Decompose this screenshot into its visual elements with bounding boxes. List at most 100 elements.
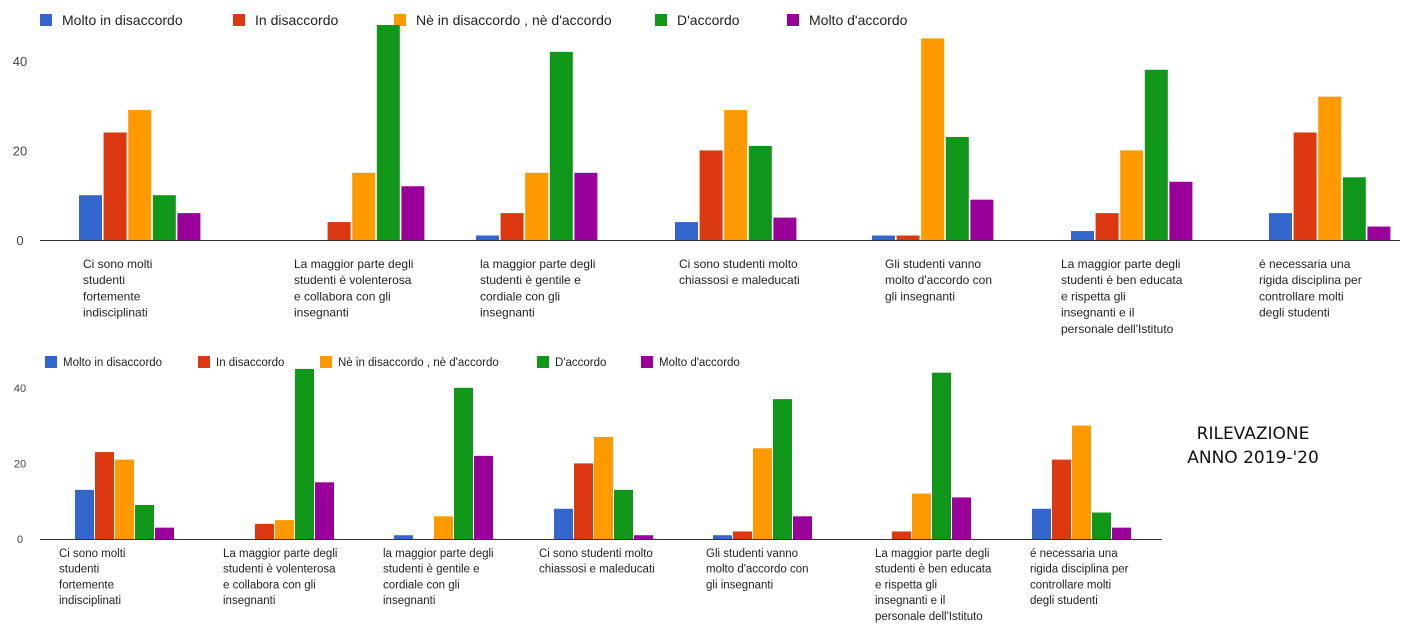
legend-label: Molto in disaccordo <box>63 357 162 369</box>
legend-swatch <box>537 356 549 368</box>
bar <box>1120 150 1144 240</box>
category-label: La maggior parte degli studenti è ben edu… <box>1061 257 1183 336</box>
bar <box>793 516 812 539</box>
bar <box>733 531 752 539</box>
bar <box>315 482 334 539</box>
bar <box>500 213 524 240</box>
bar <box>945 136 969 240</box>
bar <box>255 523 274 539</box>
y-tick-label: 40 <box>14 383 26 395</box>
legend-label: In disaccordo <box>255 12 338 28</box>
legend-label: D'accordo <box>677 12 740 28</box>
category-label: La maggior parte degli studenti è volente… <box>223 548 337 607</box>
legend-swatch <box>787 14 799 26</box>
bar <box>401 186 425 240</box>
category-label: La maggior parte degli studenti è ben edu… <box>875 548 992 623</box>
bar <box>713 535 732 539</box>
y-tick-label: 40 <box>13 54 27 69</box>
legend-label: D'accordo <box>555 357 606 369</box>
legend-swatch <box>198 356 210 368</box>
bar <box>574 463 593 539</box>
legend-label: Molto d'accordo <box>809 12 908 28</box>
category-label: la maggior parte degli studenti è gentile… <box>480 257 595 320</box>
category-label: é necessaria una rigida disciplina per con… <box>1259 257 1362 320</box>
y-tick-label: 20 <box>13 143 27 158</box>
chart-top: Molto in disaccordo In disaccordo Nè in di… <box>13 12 1400 336</box>
legend-label: Nè in disaccordo , nè d'accordo <box>338 357 499 369</box>
bar <box>103 132 127 240</box>
bar <box>896 235 920 240</box>
bar <box>1095 213 1119 240</box>
y-tick-label: 20 <box>14 458 26 470</box>
y-tick-label: 0 <box>17 534 23 546</box>
bar <box>135 504 154 539</box>
bar <box>295 368 314 539</box>
bar <box>1112 527 1131 539</box>
bar <box>952 497 971 539</box>
category-label: Ci sono studenti molto chiassosi e maledu… <box>679 257 800 287</box>
bar <box>574 172 598 240</box>
bar <box>1071 231 1094 240</box>
bar <box>454 387 473 539</box>
legend-swatch <box>320 356 332 368</box>
legend-label: Nè in disaccordo , nè d'accordo <box>416 12 612 28</box>
bar <box>892 531 911 539</box>
category-label: Ci sono studenti molto chiassosi e maledu… <box>539 548 655 576</box>
bar <box>1052 459 1071 539</box>
bar <box>376 24 400 241</box>
survey-period-line1: RILEVAZIONE <box>1196 424 1310 444</box>
bar <box>549 51 573 241</box>
bar <box>1367 226 1391 240</box>
legend-swatch <box>45 356 57 368</box>
survey-period-line2: ANNO 2019-'20 <box>1187 448 1319 468</box>
bar <box>1342 177 1366 240</box>
bar <box>970 199 994 240</box>
legend-swatch <box>40 14 52 26</box>
bar <box>1032 508 1051 539</box>
legend-swatch <box>233 14 245 26</box>
legend-swatch <box>655 14 667 26</box>
bar <box>434 516 453 539</box>
category-label: la maggior parte degli studenti è gentile… <box>383 548 494 607</box>
legend-label: In disaccordo <box>216 357 284 369</box>
category-label: Ci sono molti studenti fortemente indiscipl… <box>59 548 125 607</box>
bar <box>128 110 152 240</box>
category-label: La maggior parte degli studenti è volente… <box>294 257 413 320</box>
bar <box>95 452 114 539</box>
bar <box>152 195 176 240</box>
bar <box>699 150 723 240</box>
bar <box>773 399 792 539</box>
bar <box>525 172 549 240</box>
bar <box>474 455 493 539</box>
bar <box>921 38 945 241</box>
bar <box>1092 512 1111 539</box>
chart-bottom: Molto in disaccordo In disaccordo Nè in di… <box>14 356 1162 623</box>
bar <box>753 448 772 539</box>
legend-swatch <box>394 14 406 26</box>
survey-period-label: RILEVAZIONE ANNO 2019-'20 <box>1168 422 1338 470</box>
category-label: Ci sono molti studenti fortemente indiscipl… <box>83 257 152 320</box>
bar <box>932 372 951 539</box>
bar <box>1269 213 1292 240</box>
bar <box>554 508 573 539</box>
category-label: Gli studenti vanno molto d'accordo con gli… <box>885 257 992 303</box>
category-label: Gli studenti vanno molto d'accordo con gli… <box>706 548 809 591</box>
bar <box>1169 181 1193 240</box>
bar <box>327 222 351 240</box>
bar <box>773 217 797 240</box>
y-tick-label: 0 <box>16 233 23 248</box>
legend-swatch <box>641 356 653 368</box>
bar <box>748 145 772 240</box>
bar <box>476 235 499 240</box>
bar <box>155 527 174 539</box>
bar <box>1144 69 1168 240</box>
category-label: é necessaria una rigida disciplina per con… <box>1030 548 1129 607</box>
legend-label: Molto d'accordo <box>659 357 740 369</box>
bar <box>634 535 653 539</box>
bar <box>1318 96 1342 240</box>
bar <box>872 235 895 240</box>
bar <box>275 520 294 539</box>
bar <box>115 459 134 539</box>
bar <box>912 493 931 539</box>
